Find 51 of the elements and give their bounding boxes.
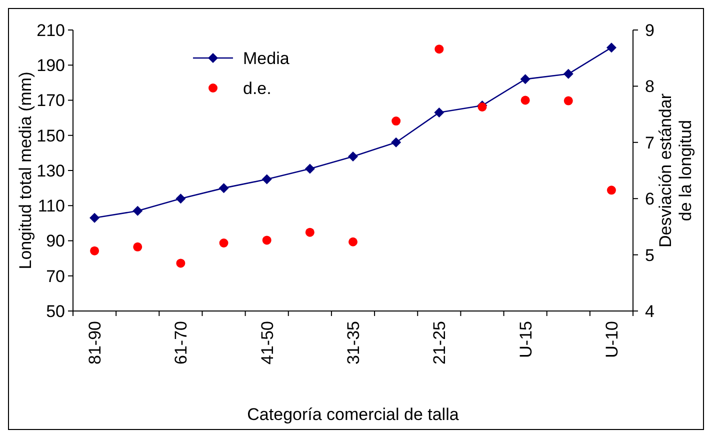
x-tick-label: 21-25 bbox=[430, 321, 450, 364]
y2-tick-label: 6 bbox=[645, 190, 654, 209]
point bbox=[434, 44, 444, 54]
point bbox=[219, 238, 228, 248]
y2-tick-label: 4 bbox=[645, 302, 654, 321]
y-tick-label: 90 bbox=[46, 232, 65, 251]
point bbox=[520, 96, 530, 105]
point bbox=[262, 236, 272, 245]
point bbox=[133, 242, 142, 252]
x-tick-label: 31-35 bbox=[344, 321, 363, 364]
point bbox=[176, 194, 186, 204]
y-tick-label: 50 bbox=[46, 302, 65, 321]
point bbox=[348, 151, 358, 162]
point bbox=[606, 186, 616, 195]
point bbox=[563, 68, 574, 79]
y-tick-label: 150 bbox=[36, 126, 65, 146]
y-axis-title: Longitud total media (mm) bbox=[16, 72, 35, 270]
x-tick-label: U-15 bbox=[516, 321, 536, 358]
y2-tick-label: 8 bbox=[645, 77, 654, 96]
x-tick-label: U-10 bbox=[602, 321, 622, 358]
legend-label: Media bbox=[243, 48, 290, 68]
x-tick-label: 81-90 bbox=[86, 321, 105, 364]
y-tick-label: 110 bbox=[38, 196, 65, 216]
point bbox=[348, 237, 358, 246]
y2-axis-title: Desviación estándar de la longitud bbox=[656, 93, 696, 248]
y-tick-label: 190 bbox=[36, 56, 65, 76]
y2-tick-label: 7 bbox=[645, 133, 654, 152]
y-tick-label: 170 bbox=[36, 91, 65, 110]
point bbox=[262, 174, 272, 184]
legend-label: d.e. bbox=[243, 78, 272, 98]
y-tick-label: 210 bbox=[36, 20, 65, 40]
point bbox=[132, 206, 143, 216]
x-tick-label: 41-50 bbox=[258, 321, 277, 364]
point bbox=[90, 212, 100, 223]
point bbox=[305, 228, 314, 237]
point bbox=[176, 258, 186, 268]
point bbox=[391, 137, 402, 148]
y-tick-label: 130 bbox=[36, 161, 65, 180]
point bbox=[434, 108, 444, 118]
point bbox=[218, 183, 229, 194]
x-tick-label: 61-70 bbox=[172, 321, 191, 364]
point bbox=[520, 74, 530, 84]
x-axis-title: Categoría comercial de talla bbox=[247, 405, 460, 424]
point bbox=[564, 96, 573, 106]
point bbox=[606, 42, 616, 53]
point bbox=[90, 246, 100, 256]
point bbox=[304, 164, 315, 174]
y2-tick-label: 5 bbox=[645, 246, 654, 265]
y-tick-label: 70 bbox=[46, 266, 65, 286]
point bbox=[392, 116, 401, 126]
y2-tick-label: 9 bbox=[645, 20, 654, 40]
